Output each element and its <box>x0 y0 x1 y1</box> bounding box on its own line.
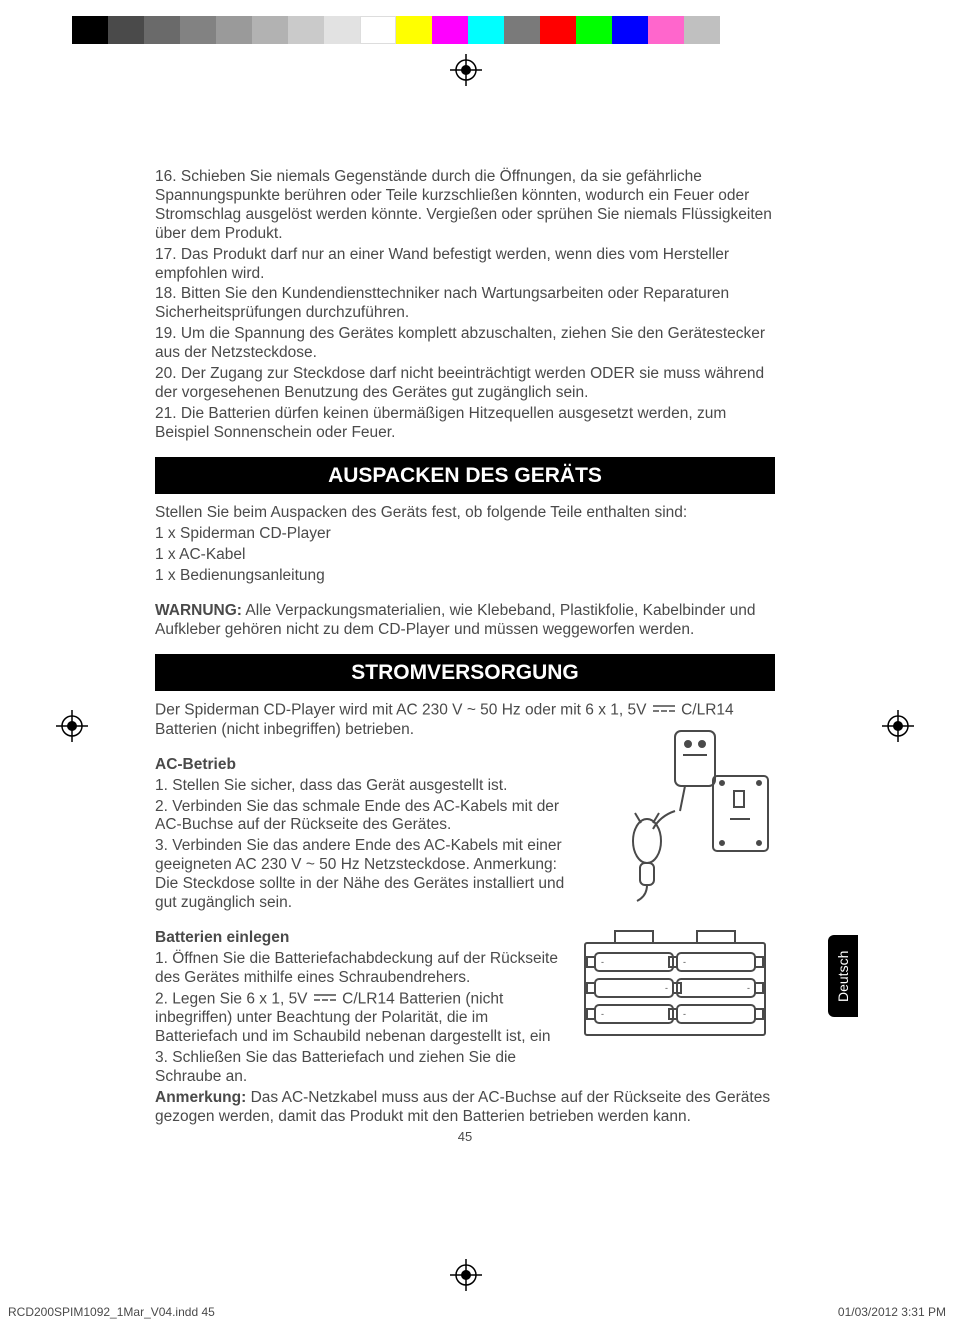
registration-mark-icon <box>56 710 88 742</box>
registration-mark-icon <box>450 1259 482 1291</box>
warning-text: Alle Verpackungsmaterialien, wie Klebeba… <box>155 602 756 638</box>
battery-step-1: 1. Öffnen Sie die Batteriefachabdeckung … <box>155 950 567 988</box>
unpacking-item: 1 x Bedienungsanleitung <box>155 567 775 586</box>
dc-symbol-icon <box>651 701 677 720</box>
dc-symbol-icon <box>312 990 338 1009</box>
svg-text:-: - <box>601 957 604 967</box>
ac-step-3: 3. Verbinden Sie das andere Ende des AC-… <box>155 837 567 913</box>
warning-label: WARNUNG: <box>155 602 242 619</box>
color-registration-bar <box>72 16 720 44</box>
ac-plug-illustration <box>575 721 775 912</box>
footer-timestamp: 01/03/2012 3:31 PM <box>838 1305 946 1319</box>
power-note: Anmerkung: Das AC-Netzkabel muss aus der… <box>155 1089 775 1127</box>
registration-mark-icon <box>450 54 482 86</box>
safety-item-21: 21. Die Batterien dürfen keinen übermäßi… <box>155 405 775 443</box>
battery-compartment-illustration: - - - - - - <box>575 929 775 1045</box>
unpacking-item: 1 x AC-Kabel <box>155 546 775 565</box>
safety-item-16: 16. Schieben Sie niemals Gegenstände dur… <box>155 168 775 244</box>
svg-text:-: - <box>747 983 750 993</box>
battery-step-3: 3. Schließen Sie das Batteriefach und zi… <box>155 1049 567 1087</box>
battery-step-2a: 2. Legen Sie 6 x 1, 5V <box>155 990 312 1007</box>
footer-filename: RCD200SPIM1092_1Mar_V04.indd 45 <box>8 1305 215 1319</box>
ac-step-2: 2. Verbinden Sie das schmale Ende des AC… <box>155 798 567 836</box>
svg-text:-: - <box>601 1009 604 1019</box>
section-header-unpacking: AUSPACKEN DES GERÄTS <box>155 457 775 495</box>
language-tab: Deutsch <box>828 935 858 1017</box>
unpacking-item: 1 x Spiderman CD-Player <box>155 525 775 544</box>
safety-item-17: 17. Das Produkt darf nur an einer Wand b… <box>155 246 775 284</box>
ac-title: AC-Betrieb <box>155 756 567 775</box>
safety-item-20: 20. Der Zugang zur Steckdose darf nicht … <box>155 365 775 403</box>
page-content: 16. Schieben Sie niemals Gegenstände dur… <box>155 168 775 1144</box>
battery-title: Batterien einlegen <box>155 929 567 948</box>
unpacking-intro: Stellen Sie beim Auspacken des Geräts fe… <box>155 504 775 523</box>
power-intro-a: Der Spiderman CD-Player wird mit AC 230 … <box>155 702 651 719</box>
svg-text:-: - <box>665 983 668 993</box>
page-number: 45 <box>155 1129 775 1145</box>
unpacking-warning: WARNUNG: Alle Verpackungsmaterialien, wi… <box>155 602 775 640</box>
svg-text:-: - <box>683 1009 686 1019</box>
battery-step-2: 2. Legen Sie 6 x 1, 5V C/LR14 Batterien … <box>155 990 567 1047</box>
registration-mark-icon <box>882 710 914 742</box>
ac-step-1: 1. Stellen Sie sicher, dass das Gerät au… <box>155 777 567 796</box>
note-label: Anmerkung: <box>155 1089 246 1106</box>
safety-item-18: 18. Bitten Sie den Kundendiensttechniker… <box>155 285 775 323</box>
note-text: Das AC-Netzkabel muss aus der AC-Buchse … <box>155 1089 770 1125</box>
section-header-power: STROMVERSORGUNG <box>155 654 775 692</box>
safety-item-19: 19. Um die Spannung des Gerätes komplett… <box>155 325 775 363</box>
svg-text:-: - <box>683 957 686 967</box>
